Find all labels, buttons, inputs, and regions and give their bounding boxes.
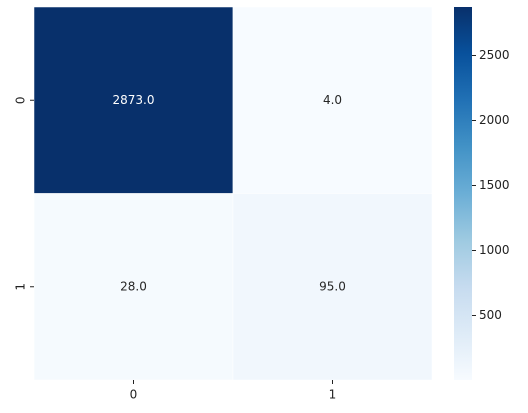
heatmap-cell	[33, 193, 234, 381]
colorbar-tick-label: 1000	[479, 243, 510, 257]
colorbar-tick-label: 500	[479, 308, 502, 322]
colorbar	[454, 7, 472, 380]
heatmap-cell	[33, 6, 234, 194]
cell-label: 95.0	[319, 279, 346, 293]
cell-label: 2873.0	[113, 93, 155, 107]
cell-label: 28.0	[120, 279, 147, 293]
y-tick-label: 1	[14, 283, 28, 291]
colorbar-tick-label: 2000	[479, 113, 510, 127]
y-tick-label: 0	[14, 96, 28, 104]
cell-label: 4.0	[323, 93, 342, 107]
x-tick-label: 1	[329, 388, 337, 402]
heatmap-cell	[232, 6, 433, 194]
colorbar-tick-label: 1500	[479, 178, 510, 192]
heatmap-cell	[232, 193, 433, 381]
colorbar-tick-label: 2500	[479, 48, 510, 62]
x-tick-label: 0	[130, 388, 138, 402]
